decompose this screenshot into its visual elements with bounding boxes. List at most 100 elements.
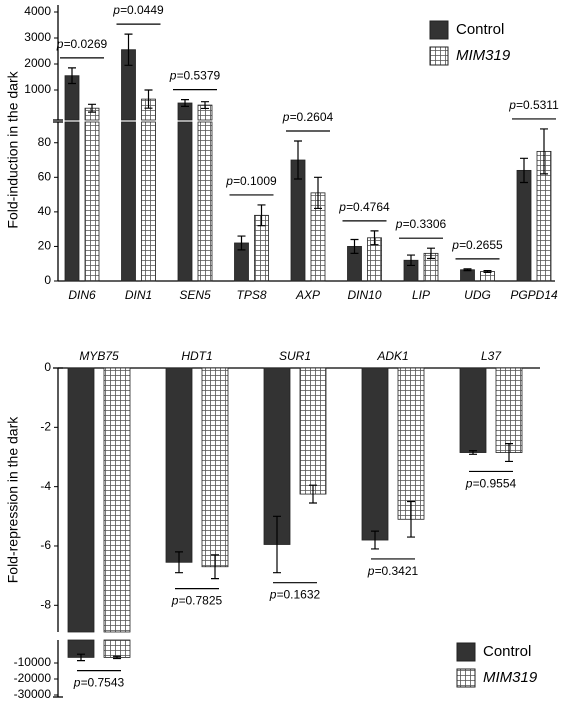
p-prefix: p=	[269, 588, 284, 602]
y-tick-label: -30000	[14, 687, 52, 701]
p-prefix: p=	[282, 110, 297, 124]
category-label: DIN1	[125, 288, 152, 302]
bar	[495, 367, 523, 453]
bar-continuation	[121, 121, 136, 282]
p-prefix: p=	[171, 594, 186, 608]
p-prefix: p=	[56, 37, 71, 51]
bar-continuation	[141, 121, 156, 282]
error-bar	[370, 230, 379, 246]
p-prefix: p=	[338, 200, 353, 214]
bar	[460, 269, 475, 282]
bar-continuation	[64, 121, 80, 282]
p-value: p=0.0269	[56, 37, 108, 51]
error-bar	[124, 33, 133, 66]
p-prefix: p=	[508, 98, 523, 112]
p-value: p=0.2655	[451, 238, 503, 252]
y-tick-label: -20000	[14, 671, 52, 685]
bar	[201, 367, 229, 568]
category-label: SEN5	[179, 288, 211, 302]
error-bar	[463, 268, 472, 272]
bar	[361, 367, 389, 541]
bar-continuation	[177, 121, 193, 282]
legend-label: MIM319	[456, 47, 511, 64]
p-prefix: p=	[112, 3, 127, 17]
p-number: 0.2655	[466, 238, 503, 252]
bar-continuation	[84, 121, 100, 282]
p-value: p=0.7825	[171, 594, 223, 608]
p-value: p=0.4764	[338, 200, 390, 214]
p-prefix: p=	[451, 238, 466, 252]
legend-swatch	[456, 642, 476, 662]
p-prefix: p=	[169, 69, 184, 83]
y-tick-label: 3000	[24, 30, 51, 44]
error-bar	[68, 67, 76, 85]
p-value: p=0.0449	[112, 3, 164, 17]
error-bar	[294, 140, 302, 180]
y-tick-label: 0	[44, 273, 51, 287]
p-number: 0.0269	[70, 37, 107, 51]
error-bar	[77, 653, 85, 662]
p-value: p=0.7543	[73, 676, 125, 690]
category-label: UDG	[464, 288, 491, 302]
p-number: 0.4764	[353, 200, 390, 214]
bar	[516, 169, 532, 282]
bar	[459, 367, 487, 453]
error-bar	[314, 176, 322, 210]
y-tick-label: 40	[38, 204, 52, 218]
legend-label: Control	[483, 643, 531, 660]
bar	[299, 367, 327, 495]
p-prefix: p=	[225, 174, 240, 188]
error-bar	[371, 530, 379, 550]
bar-continuation	[67, 367, 95, 633]
category-label: L37	[481, 349, 502, 363]
error-bar	[520, 157, 528, 184]
p-value: p=0.3421	[367, 564, 419, 578]
y-tick-label: 20	[38, 239, 52, 253]
y-axis-label: Fold-induction in the dark	[5, 70, 21, 228]
y-tick-label: -10000	[14, 655, 52, 669]
legend-swatch	[429, 46, 449, 66]
y-tick-label: -4	[40, 479, 51, 493]
category-label: AXP	[295, 288, 320, 302]
bar-continuation	[103, 367, 131, 633]
error-bar	[540, 128, 548, 175]
error-bar	[407, 254, 415, 267]
p-number: 0.5311	[523, 98, 559, 112]
y-tick-label: -6	[40, 538, 51, 552]
category-label: HDT1	[181, 349, 212, 363]
error-bar	[211, 554, 219, 580]
p-prefix: p=	[367, 564, 382, 578]
legend-swatch	[429, 20, 449, 40]
p-number: 0.9554	[479, 477, 516, 491]
p-number: 0.7543	[87, 676, 124, 690]
category-label: MYB75	[79, 349, 119, 363]
error-bar	[350, 238, 359, 254]
bar	[263, 367, 291, 545]
p-number: 0.1009	[240, 174, 277, 188]
bar	[103, 639, 131, 658]
y-tick-label: 1000	[24, 82, 51, 96]
legend-label: Control	[456, 21, 504, 38]
p-number: 0.0449	[127, 3, 164, 17]
y-tick-label: 4000	[24, 4, 51, 18]
bar-continuation	[197, 121, 213, 282]
error-bar	[181, 99, 189, 107]
error-bar	[144, 89, 153, 109]
category-label: TPS8	[236, 288, 266, 302]
p-value: p=0.9554	[465, 477, 517, 491]
p-number: 0.3306	[409, 217, 446, 231]
p-number: 0.2604	[296, 110, 333, 124]
y-tick-label: 60	[38, 169, 52, 183]
legend-swatch	[456, 668, 476, 688]
y-tick-label: -8	[40, 597, 51, 611]
y-tick-label: 2000	[24, 56, 51, 70]
category-label: DIN10	[347, 288, 381, 302]
y-tick-label: -2	[40, 419, 51, 433]
legend-label: MIM319	[483, 669, 538, 686]
error-bar	[175, 551, 183, 574]
p-prefix: p=	[465, 477, 480, 491]
bar	[397, 367, 425, 520]
error-bar	[469, 450, 477, 455]
bar	[165, 367, 193, 563]
